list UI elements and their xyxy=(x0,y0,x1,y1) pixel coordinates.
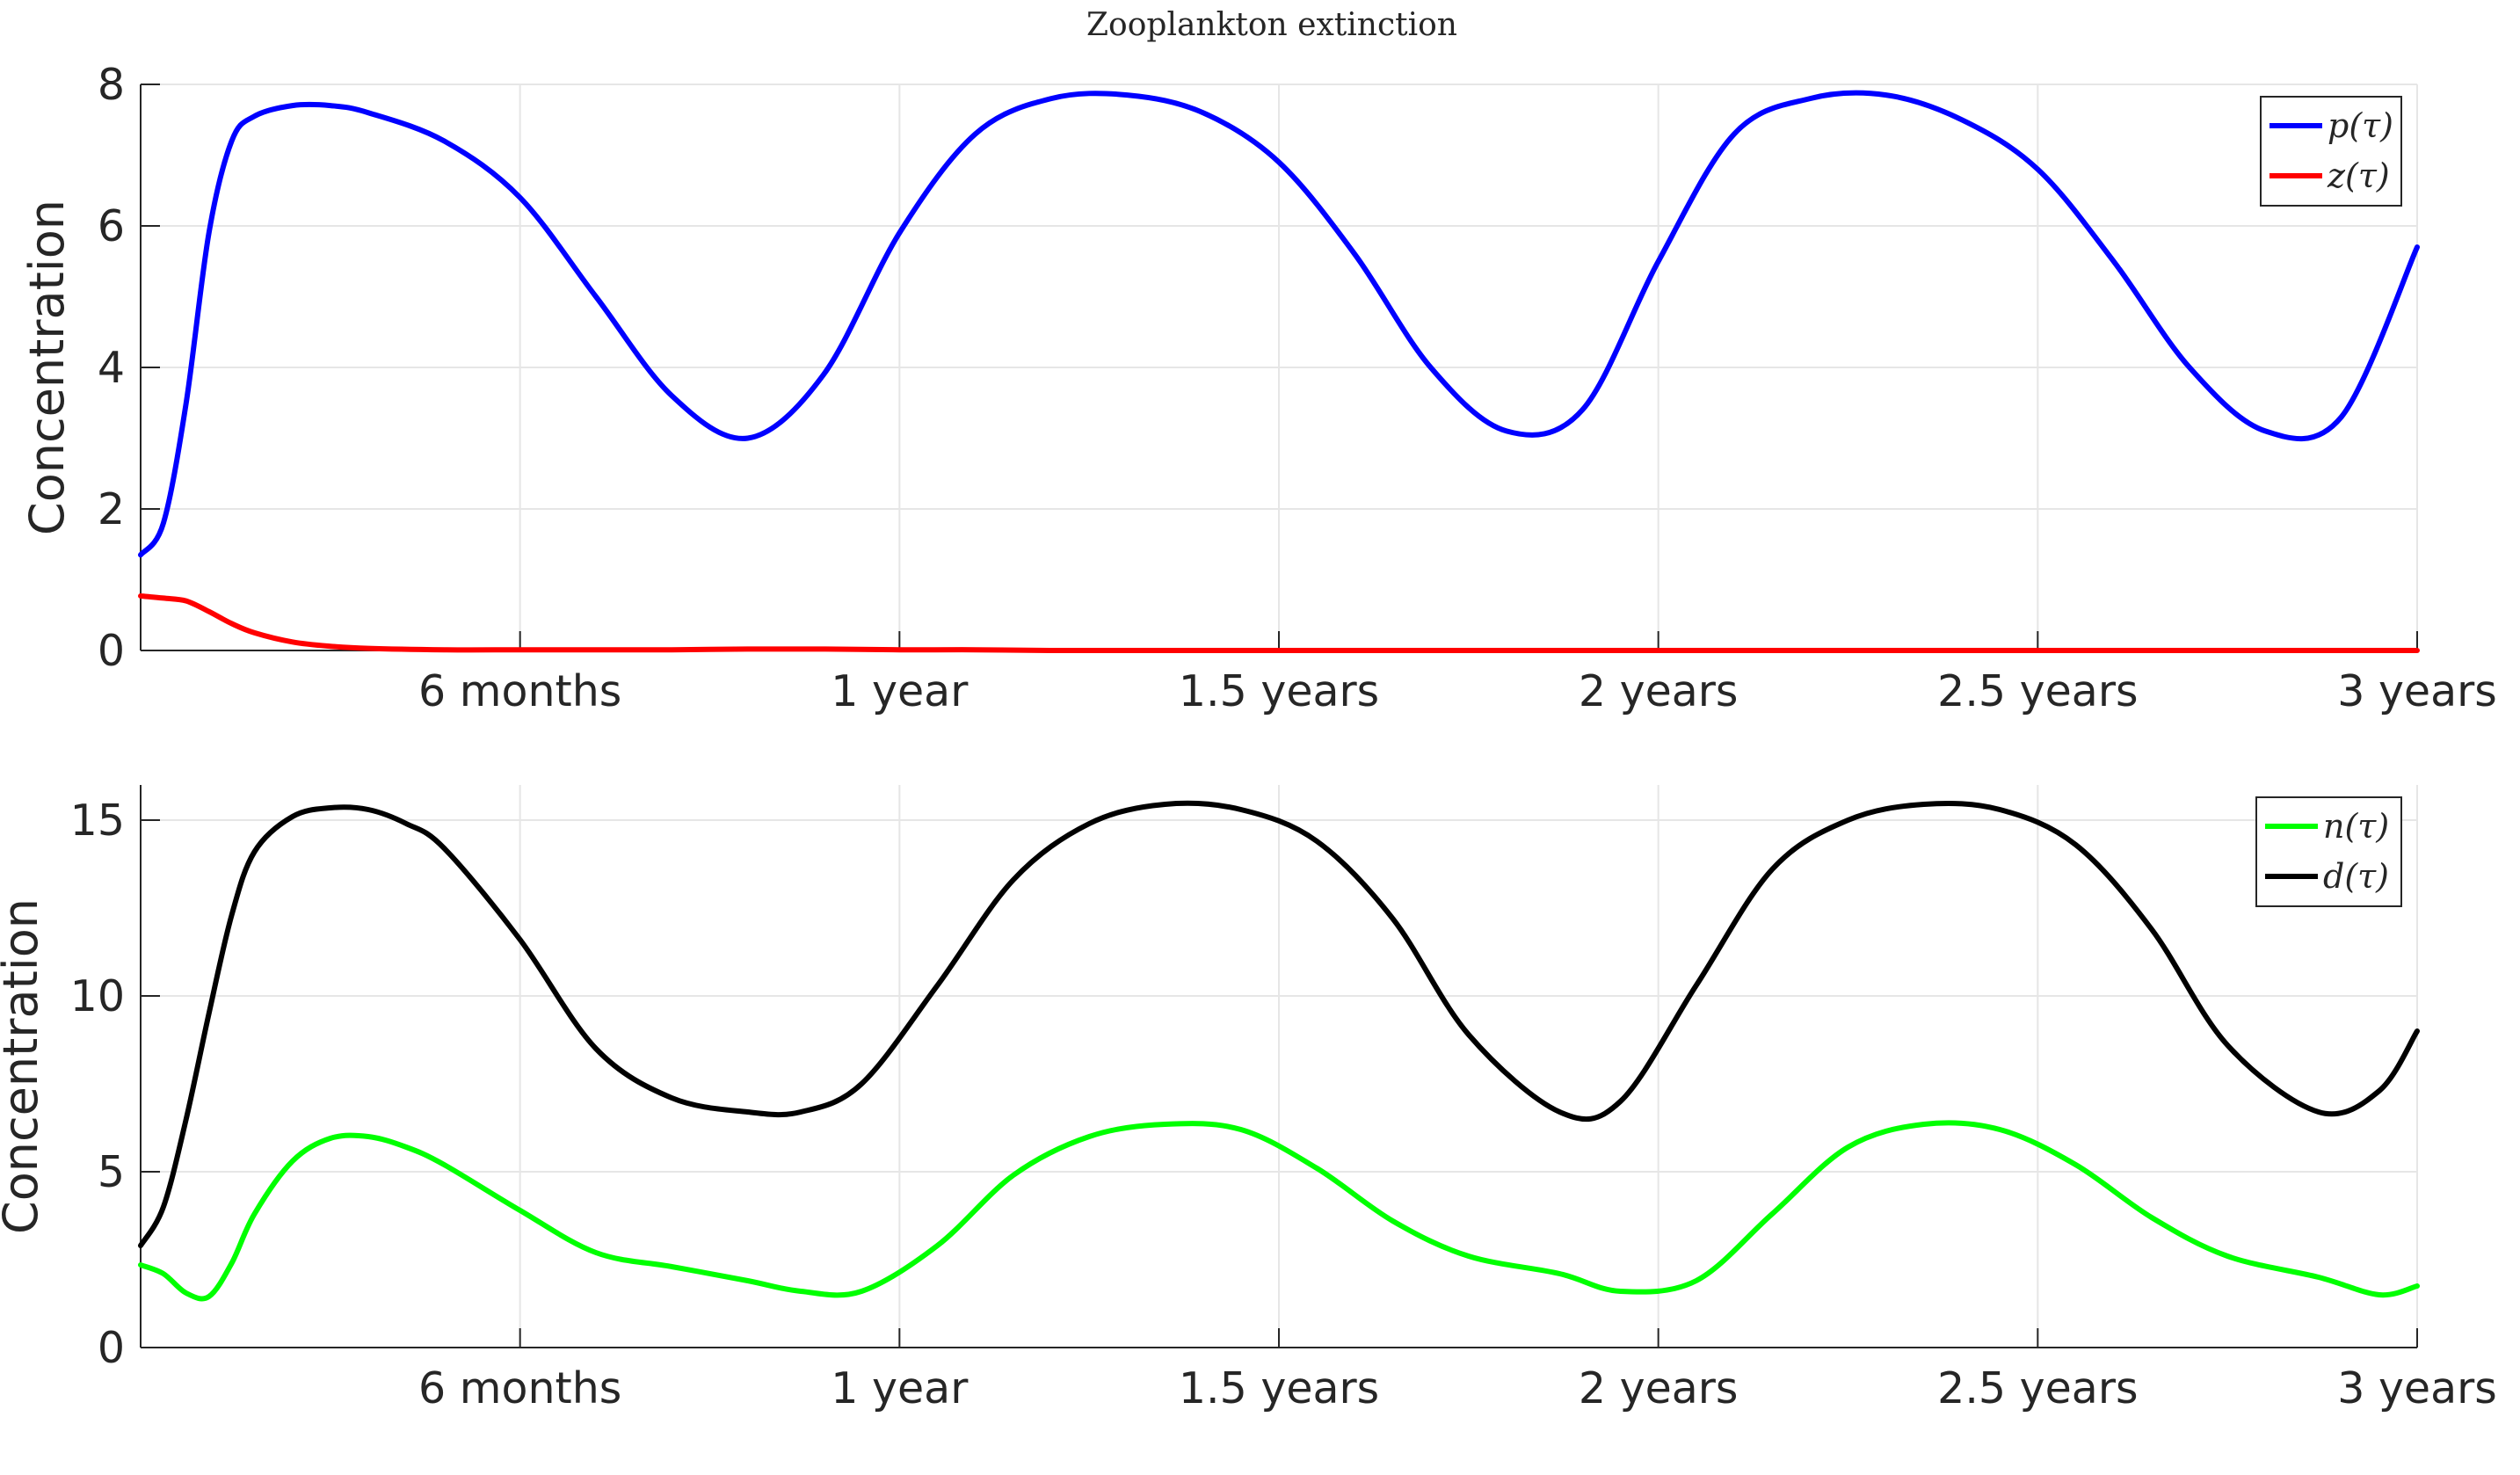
x-tick-label: 2.5 years xyxy=(1937,666,2138,716)
legend-label: d(τ) xyxy=(2323,857,2389,896)
y-tick-label: 4 xyxy=(98,343,125,393)
x-tick-label: 1.5 years xyxy=(1179,666,1379,716)
x-tick-label: 6 months xyxy=(418,1363,621,1413)
x-tick-label: 1 year xyxy=(831,666,969,716)
series-line xyxy=(138,800,2420,1248)
y-tick-label: 0 xyxy=(98,1323,125,1373)
legend-box xyxy=(2255,796,2402,907)
bottom-panel: 0 5 10 15 6 months 1 year 1.5 years 2 years 2.5 … xyxy=(0,785,2497,1413)
series-line xyxy=(138,90,2420,558)
legend-box xyxy=(2260,96,2402,207)
x-tick-label: 3 years xyxy=(2337,1363,2497,1413)
x-tick-label: 2 years xyxy=(1579,1363,1739,1413)
y-tick-label: 15 xyxy=(70,796,125,846)
x-tick-label: 1.5 years xyxy=(1179,1363,1379,1413)
y-tick-label: 0 xyxy=(98,626,125,676)
x-tick-label: 2 years xyxy=(1579,666,1739,716)
top-panel: 0 2 4 6 8 6 months 1 year 1.5 years 2 years 2.5 y… xyxy=(19,60,2497,716)
y-tick-label: 8 xyxy=(98,60,125,110)
y-axis-label: Concentration xyxy=(0,898,48,1234)
x-tick-label: 6 months xyxy=(418,666,621,716)
legend-label: z(τ) xyxy=(2327,156,2390,195)
y-tick-label: 5 xyxy=(98,1147,125,1197)
y-tick-label: 6 xyxy=(98,201,125,251)
series-line xyxy=(138,593,2420,654)
y-tick-label: 10 xyxy=(70,971,125,1021)
series-line xyxy=(138,1120,2420,1302)
x-tick-label: 2.5 years xyxy=(1937,1363,2138,1413)
y-tick-label: 2 xyxy=(98,484,125,534)
x-tick-label: 3 years xyxy=(2337,666,2497,716)
x-tick-label: 1 year xyxy=(831,1363,969,1413)
legend-label: n(τ) xyxy=(2323,807,2389,846)
legend-label: p(τ) xyxy=(2328,106,2393,145)
chart-title: Zooplankton extinction xyxy=(1086,7,1457,43)
y-axis-label: Concentration xyxy=(19,200,75,535)
